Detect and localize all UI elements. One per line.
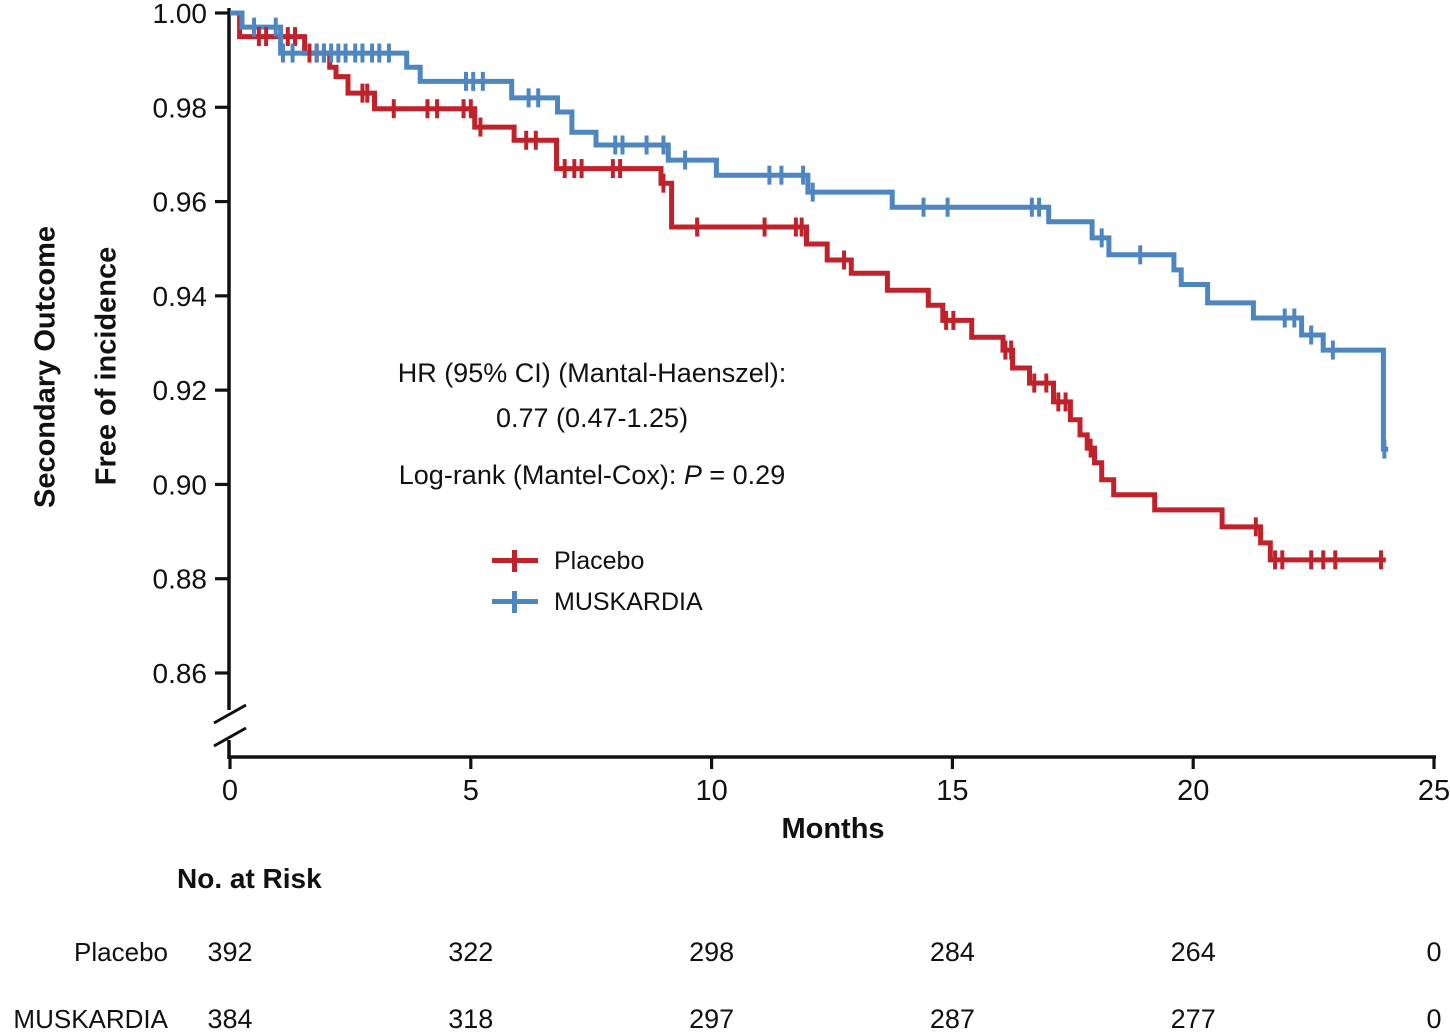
- survival-curve-muskardia: [230, 10, 1389, 452]
- axis-break-slash-2: [213, 726, 247, 748]
- muskardia-line-marker-icon: [492, 590, 538, 614]
- axis-ticks: 1.00 0.98 0.96 0.94 0.92 0.90 0.88 0.86 0 5 10 15 20…: [153, 0, 1450, 807]
- y-tick-label: 0.90: [153, 469, 208, 500]
- censor-marks: [252, 17, 1387, 570]
- risk-value: 392: [207, 937, 253, 967]
- axis-break-slash-1: [213, 703, 247, 725]
- x-tick-label: 0: [222, 775, 238, 807]
- annotation-p-symbol: P: [683, 460, 702, 490]
- risk-row-label-placebo: Placebo: [74, 937, 168, 967]
- y-tick-label: 0.92: [153, 375, 208, 406]
- risk-value: 277: [1170, 1004, 1216, 1034]
- y-tick-label: 0.98: [153, 92, 208, 123]
- legend-label-muskardia: MUSKARDIA: [554, 587, 703, 616]
- annotation-hr-value: 0.77 (0.47-1.25): [495, 403, 689, 433]
- risk-value: 297: [689, 1004, 735, 1034]
- risk-value: 322: [448, 937, 494, 967]
- risk-value: 298: [689, 937, 735, 967]
- x-tick-label: 5: [463, 775, 479, 807]
- x-axis-title: Months: [781, 813, 885, 845]
- y-tick-label: 0.94: [153, 281, 208, 312]
- risk-value: 0: [1426, 937, 1442, 967]
- annotation-logrank-line: Log-rank (Mantel-Cox): P = 0.29: [399, 460, 785, 491]
- x-tick-label: 15: [936, 775, 968, 807]
- annotation-hr-line: HR (95% CI) (Mantal-Haenszel):: [397, 358, 787, 388]
- risk-value: 264: [1170, 937, 1216, 967]
- survival-curves: [230, 10, 1389, 563]
- x-tick-label: 25: [1418, 775, 1450, 807]
- y-axis-title-line2: Free of incidence: [90, 246, 123, 486]
- risk-row-label-muskardia: MUSKARDIA: [13, 1004, 168, 1034]
- risk-value: 284: [929, 937, 975, 967]
- placebo-line-marker-icon: [492, 549, 538, 573]
- y-tick-label: 1.00: [153, 0, 208, 29]
- risk-value: 384: [207, 1004, 253, 1034]
- x-tick-label: 10: [695, 775, 727, 807]
- risk-table-header: No. at Risk: [177, 863, 322, 894]
- legend-label-placebo: Placebo: [554, 546, 645, 575]
- y-tick-label: 0.86: [153, 658, 208, 689]
- risk-value: 287: [929, 1004, 975, 1034]
- y-tick-label: 0.96: [153, 187, 208, 218]
- y-tick-label: 0.88: [153, 564, 208, 595]
- survival-curve-placebo: [230, 10, 1386, 563]
- legend-item-muskardia: MUSKARDIA: [492, 588, 703, 616]
- y-axis-title-line1: Secondary Outcome: [29, 225, 62, 509]
- annotation-logrank-prefix: Log-rank (Mantel-Cox):: [398, 460, 684, 490]
- risk-value: 318: [448, 1004, 494, 1034]
- annotation-p-value: = 0.29: [701, 460, 786, 490]
- risk-value: 0: [1426, 1004, 1442, 1034]
- x-tick-label: 20: [1177, 775, 1209, 807]
- legend-item-placebo: Placebo: [492, 547, 644, 575]
